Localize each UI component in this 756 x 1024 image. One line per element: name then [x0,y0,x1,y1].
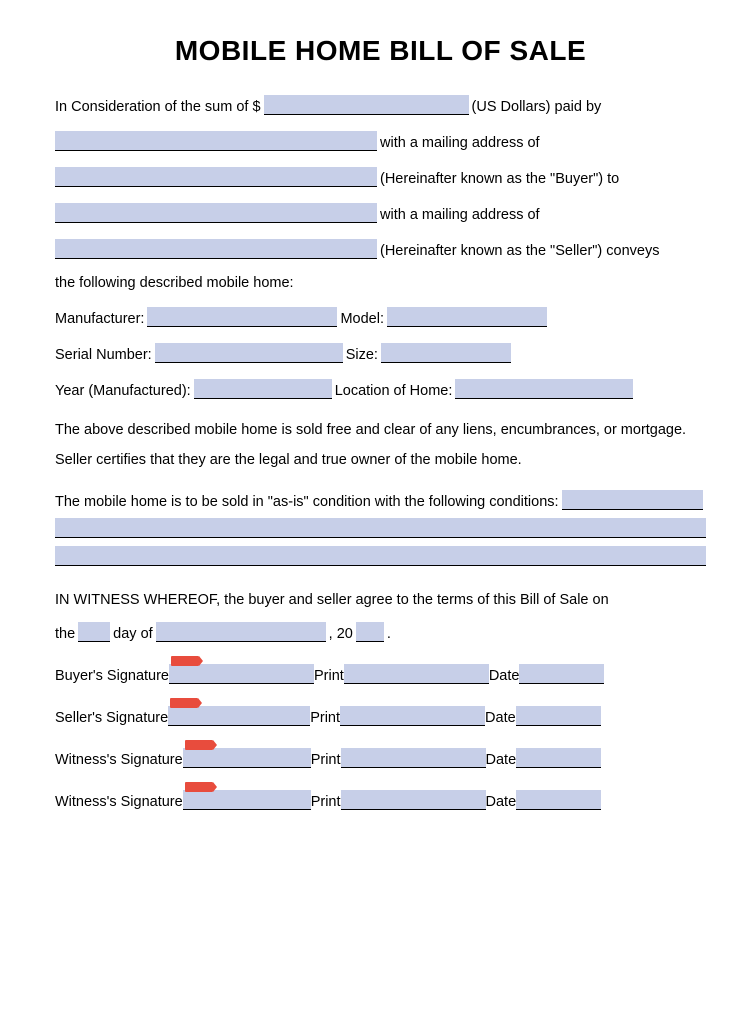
witness2-sig-label: Witness's Signature [55,794,183,810]
following-text: the following described mobile home: [55,275,294,291]
buyer-known-text: (Hereinafter known as the "Buyer") to [380,171,619,187]
seller-date-field[interactable] [516,706,601,726]
date-line: the day of , 20 . [55,622,706,642]
model-label: Model: [340,311,384,327]
witness1-print-field[interactable] [341,748,486,768]
date-label: Date [489,668,520,684]
day-field[interactable] [78,622,110,642]
sign-here-tag [185,782,213,792]
location-label: Location of Home: [335,383,453,399]
period-text: . [387,626,391,642]
year-field[interactable] [194,379,332,399]
amount-field[interactable] [264,95,469,115]
seller-print-field[interactable] [340,706,485,726]
witness1-sig-label: Witness's Signature [55,752,183,768]
seller-name-field[interactable] [55,203,377,223]
date-label: Date [485,710,516,726]
seller-name-line: with a mailing address of [55,203,706,223]
seller-address-line: (Hereinafter known as the "Seller") conv… [55,239,706,259]
dayof-text: day of [113,626,153,642]
witness2-sig-field[interactable] [183,790,311,810]
manufacturer-field[interactable] [147,307,337,327]
year-suffix-field[interactable] [356,622,384,642]
buyer-address-field[interactable] [55,167,377,187]
consideration-suffix: (US Dollars) paid by [472,99,602,115]
paid-by-line: with a mailing address of [55,131,706,151]
buyer-sig-label: Buyer's Signature [55,668,169,684]
serial-field[interactable] [155,343,343,363]
size-label: Size: [346,347,378,363]
manufacturer-line: Manufacturer: Model: [55,307,706,327]
conditions-line-3 [55,546,706,566]
asis-text: The mobile home is to be sold in "as-is"… [55,494,559,510]
date-label: Date [486,752,517,768]
sign-here-tag [185,740,213,750]
conditions-field-2[interactable] [55,518,706,538]
sign-here-tag [171,656,199,666]
witness2-print-field[interactable] [341,790,486,810]
mailing2-text: with a mailing address of [380,207,540,223]
mailing1-text: with a mailing address of [380,135,540,151]
seller-signature-row: Seller's Signature Print Date [55,706,706,726]
year-prefix-text: , 20 [329,626,353,642]
model-field[interactable] [387,307,547,327]
asis-line: The mobile home is to be sold in "as-is"… [55,490,706,510]
witness2-signature-row: Witness's Signature Print Date [55,790,706,810]
witness1-date-field[interactable] [516,748,601,768]
buyer-address-line: (Hereinafter known as the "Buyer") to [55,167,706,187]
manufacturer-label: Manufacturer: [55,311,144,327]
size-field[interactable] [381,343,511,363]
serial-label: Serial Number: [55,347,152,363]
witness-paragraph: IN WITNESS WHEREOF, the buyer and seller… [55,590,706,610]
seller-address-field[interactable] [55,239,377,259]
sign-here-tag [170,698,198,708]
date-label: Date [486,794,517,810]
conditions-field-1[interactable] [562,490,703,510]
month-field[interactable] [156,622,326,642]
buyer-print-field[interactable] [344,664,489,684]
witness1-sig-field[interactable] [183,748,311,768]
the-text: the [55,626,75,642]
print-label: Print [311,794,341,810]
conditions-line-2 [55,518,706,538]
paid-by-field[interactable] [55,131,377,151]
year-line: Year (Manufactured): Location of Home: [55,379,706,399]
buyer-sig-field[interactable] [169,664,314,684]
location-field[interactable] [455,379,633,399]
year-label: Year (Manufactured): [55,383,191,399]
print-label: Print [311,752,341,768]
witness1-signature-row: Witness's Signature Print Date [55,748,706,768]
seller-sig-label: Seller's Signature [55,710,168,726]
consideration-line: In Consideration of the sum of $ (US Dol… [55,95,706,115]
seller-sig-field[interactable] [168,706,310,726]
conditions-field-3[interactable] [55,546,706,566]
witness2-date-field[interactable] [516,790,601,810]
print-label: Print [310,710,340,726]
print-label: Print [314,668,344,684]
following-line: the following described mobile home: [55,275,706,291]
consideration-prefix: In Consideration of the sum of $ [55,99,261,115]
buyer-signature-row: Buyer's Signature Print Date [55,664,706,684]
liens-paragraph: The above described mobile home is sold … [55,415,706,476]
serial-line: Serial Number: Size: [55,343,706,363]
document-title: MOBILE HOME BILL OF SALE [55,35,706,67]
seller-known-text: (Hereinafter known as the "Seller") conv… [380,243,659,259]
buyer-date-field[interactable] [519,664,604,684]
